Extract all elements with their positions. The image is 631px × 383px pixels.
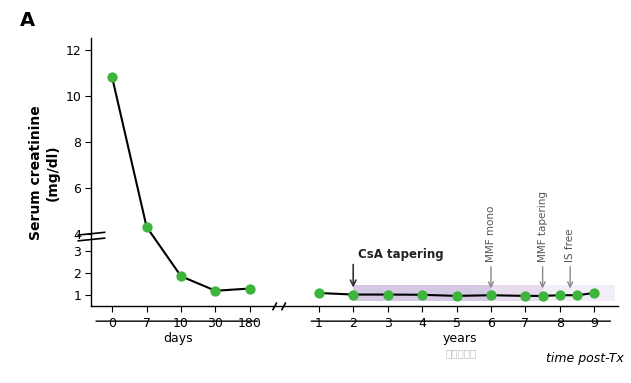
Text: MMF mono: MMF mono — [486, 206, 496, 262]
Point — [245, 285, 255, 291]
Point — [348, 291, 358, 298]
Text: time post-Tx: time post-Tx — [546, 352, 623, 365]
Text: IS free: IS free — [565, 229, 575, 262]
Point — [107, 74, 117, 80]
Point — [572, 292, 582, 298]
Point — [176, 273, 186, 279]
Point — [210, 288, 220, 294]
Point — [555, 292, 565, 298]
Text: 干细胞之家: 干细胞之家 — [445, 348, 476, 358]
Point — [141, 224, 151, 230]
Point — [382, 291, 392, 298]
Point — [589, 290, 599, 296]
Y-axis label: Serum creatinine
(mg/dl): Serum creatinine (mg/dl) — [30, 105, 60, 240]
Point — [486, 292, 496, 298]
Text: years: years — [443, 332, 477, 345]
Text: days: days — [163, 332, 192, 345]
Text: CsA tapering: CsA tapering — [358, 247, 444, 260]
Text: MMF tapering: MMF tapering — [538, 191, 548, 262]
Point — [521, 293, 531, 299]
Text: A: A — [20, 11, 35, 30]
Point — [417, 292, 427, 298]
Point — [314, 290, 324, 296]
Point — [451, 293, 461, 299]
Point — [538, 293, 548, 299]
